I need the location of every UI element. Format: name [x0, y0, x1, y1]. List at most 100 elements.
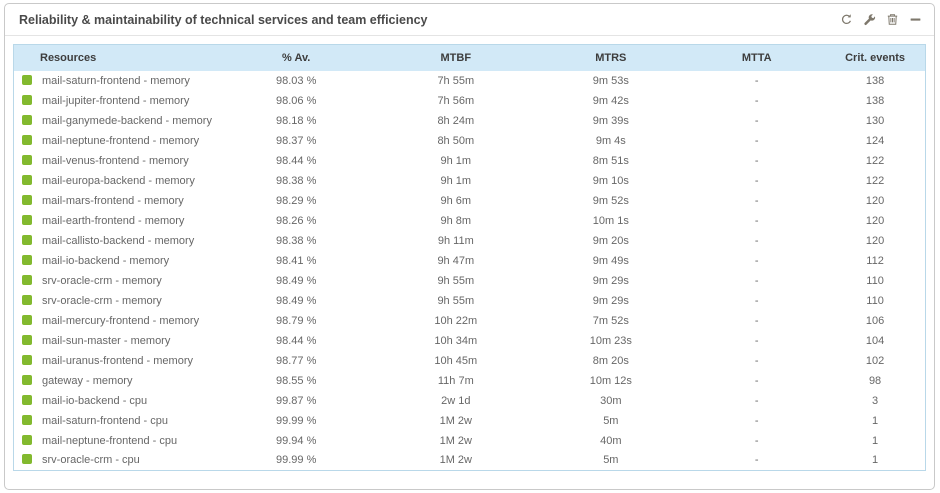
- resource-name: srv-oracle-crm - memory: [42, 294, 162, 307]
- resource-cell: gateway - memory: [14, 371, 215, 391]
- table-row: srv-oracle-crm - memory 98.49 % 9h 55m 9m 2…: [14, 291, 926, 311]
- mtrs-cell: 9m 29s: [592, 294, 629, 307]
- mtbf-cell: 10h 22m: [434, 314, 478, 327]
- column-header-mtrs: MTRS: [533, 44, 689, 71]
- status-ok-square-icon: [22, 194, 32, 205]
- crit-events-cell: 138: [865, 94, 885, 107]
- resource-cell: mail-venus-frontend - memory: [14, 151, 215, 171]
- table-row: mail-neptune-frontend - cpu 99.94 % 1M 2w 4…: [14, 431, 926, 451]
- resource-name: mail-venus-frontend - memory: [42, 154, 189, 167]
- table-row: mail-saturn-frontend - memory 98.03 % 7h 5…: [14, 71, 926, 91]
- mtbf-cell: 9h 1m: [440, 174, 472, 187]
- table-row: mail-saturn-frontend - cpu 99.99 % 1M 2w 5m…: [14, 411, 926, 431]
- resource-cell: mail-earth-frontend - memory: [14, 211, 215, 231]
- crit-events-cell: 1: [872, 414, 879, 427]
- mtta-cell: -: [754, 114, 759, 127]
- resource-name: mail-io-backend - cpu: [42, 394, 148, 407]
- resource-cell: mail-io-backend - cpu: [14, 391, 215, 411]
- mtrs-cell: 9m 29s: [592, 274, 629, 287]
- availability-cell: 98.26 %: [276, 214, 317, 227]
- availability-cell: 98.79 %: [276, 314, 317, 327]
- crit-events-cell: 120: [865, 214, 885, 227]
- resource-name: gateway - memory: [42, 374, 133, 387]
- availability-cell: 98.44 %: [276, 154, 317, 167]
- table-row: srv-oracle-crm - memory 98.49 % 9h 55m 9m 2…: [14, 271, 926, 291]
- status-ok-square-icon: [22, 334, 32, 345]
- column-header-crit-events: Crit. events: [825, 44, 926, 71]
- crit-events-cell: 122: [865, 154, 885, 167]
- column-header-mtta: MTTA: [688, 44, 826, 71]
- minimize-icon[interactable]: [908, 13, 922, 27]
- resource-name: srv-oracle-crm - cpu: [42, 454, 140, 467]
- resource-name: mail-mars-frontend - memory: [42, 194, 184, 207]
- mtbf-cell: 1M 2w: [439, 414, 472, 427]
- mtbf-cell: 9h 11m: [437, 234, 474, 247]
- wrench-icon[interactable]: [862, 13, 876, 27]
- availability-cell: 98.55 %: [276, 374, 317, 387]
- mtta-cell: -: [754, 194, 759, 207]
- resource-cell: mail-uranus-frontend - memory: [14, 351, 215, 371]
- availability-cell: 98.03 %: [276, 74, 317, 87]
- resource-cell: srv-oracle-crm - memory: [14, 271, 215, 291]
- mtta-cell: -: [754, 214, 759, 227]
- table-row: mail-mars-frontend - memory 98.29 % 9h 6m 9…: [14, 191, 926, 211]
- crit-events-cell: 124: [865, 134, 885, 147]
- mtrs-cell: 30m: [600, 394, 622, 407]
- availability-cell: 99.87 %: [276, 394, 317, 407]
- resource-name: mail-callisto-backend - memory: [42, 234, 195, 247]
- table-row: srv-oracle-crm - cpu 99.99 % 1M 2w 5m - 1: [14, 451, 926, 471]
- resource-cell: mail-mars-frontend - memory: [14, 191, 215, 211]
- widget-panel: Reliability & maintainability of technic…: [4, 3, 935, 490]
- availability-cell: 98.44 %: [276, 334, 317, 347]
- crit-events-cell: 3: [872, 394, 879, 407]
- resource-cell: mail-neptune-frontend - memory: [14, 131, 215, 151]
- status-ok-square-icon: [22, 294, 32, 305]
- status-ok-square-icon: [22, 414, 32, 425]
- resource-cell: mail-io-backend - memory: [14, 251, 215, 271]
- status-ok-square-icon: [22, 374, 32, 385]
- resource-cell: srv-oracle-crm - memory: [14, 291, 215, 311]
- status-ok-square-icon: [22, 434, 32, 445]
- mtbf-cell: 9h 6m: [440, 194, 472, 207]
- status-ok-square-icon: [22, 354, 32, 365]
- mtbf-cell: 1M 2w: [439, 454, 472, 467]
- mtrs-cell: 9m 4s: [595, 134, 626, 147]
- status-ok-square-icon: [22, 214, 32, 225]
- mtta-cell: -: [754, 354, 759, 367]
- status-ok-square-icon: [22, 254, 32, 265]
- refresh-icon[interactable]: [839, 13, 853, 27]
- crit-events-cell: 106: [865, 314, 885, 327]
- mtta-cell: -: [754, 134, 759, 147]
- mtrs-cell: 8m 51s: [592, 154, 629, 167]
- status-ok-square-icon: [22, 154, 32, 165]
- resource-name: mail-uranus-frontend - memory: [42, 354, 193, 367]
- availability-cell: 98.37 %: [276, 134, 317, 147]
- status-ok-square-icon: [22, 234, 32, 245]
- mtrs-cell: 5m: [603, 454, 619, 467]
- mtta-cell: -: [754, 294, 759, 307]
- mtbf-cell: 1M 2w: [439, 434, 472, 447]
- mtta-cell: -: [754, 254, 759, 267]
- mtta-cell: -: [754, 314, 759, 327]
- metrics-table: Resources % Av. MTBF MTRS MTTA Crit. eve…: [13, 44, 926, 471]
- availability-cell: 98.41 %: [276, 254, 317, 267]
- mtrs-cell: 10m 23s: [589, 334, 632, 347]
- mtrs-cell: 40m: [600, 434, 622, 447]
- table-row: mail-europa-backend - memory 98.38 % 9h 1m…: [14, 171, 926, 191]
- column-header-availability: % Av.: [214, 44, 379, 71]
- mtrs-cell: 9m 53s: [592, 74, 629, 87]
- mtta-cell: -: [754, 454, 759, 467]
- table-row: mail-mercury-frontend - memory 98.79 % 10h…: [14, 311, 926, 331]
- trash-icon[interactable]: [885, 13, 899, 27]
- resource-name: mail-neptune-frontend - memory: [42, 134, 200, 147]
- resource-name: srv-oracle-crm - memory: [42, 274, 162, 287]
- metrics-table-wrap: Resources % Av. MTBF MTRS MTTA Crit. eve…: [13, 44, 926, 471]
- resource-name: mail-saturn-frontend - cpu: [42, 414, 168, 427]
- crit-events-cell: 110: [866, 274, 884, 287]
- mtta-cell: -: [754, 394, 759, 407]
- mtrs-cell: 9m 52s: [592, 194, 629, 207]
- status-ok-square-icon: [22, 394, 32, 405]
- resource-cell: mail-europa-backend - memory: [14, 171, 215, 191]
- table-row: mail-callisto-backend - memory 98.38 % 9h …: [14, 231, 926, 251]
- crit-events-cell: 120: [865, 234, 885, 247]
